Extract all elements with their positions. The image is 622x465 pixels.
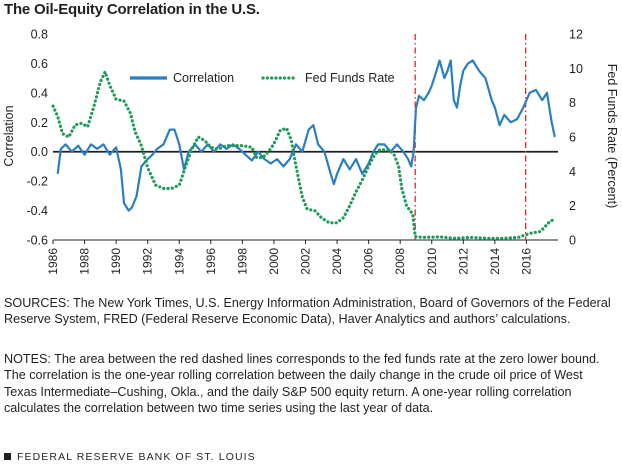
y-left-tick-label: 0.4 (31, 86, 48, 100)
x-tick-label: 2000 (267, 248, 281, 275)
x-tick-label: 2004 (330, 248, 344, 275)
x-tick-label: 2012 (456, 248, 470, 275)
y-left-tick-label: 0.6 (31, 57, 48, 71)
oil-equity-chart: 1986 1988 1990 1992 1994 1996 1998 2000 2002 2004… (2, 28, 619, 275)
x-tick-label: 1990 (109, 248, 123, 275)
y-axis-label-right: Fed Funds Rate (Percent) (605, 64, 619, 209)
y-right-tick-label: 4 (569, 165, 576, 179)
y-right-tick-label: 0 (569, 234, 576, 248)
series-layer (51, 59, 557, 240)
x-tick-label: 2006 (362, 248, 376, 275)
x-tick-label: 2002 (299, 248, 313, 275)
footer-square-icon (4, 453, 11, 460)
legend-label-correlation: Correlation (173, 71, 234, 85)
y-left-tick-label: 0.8 (31, 28, 48, 42)
sources-text: SOURCES: The New York Times, U.S. Energy… (4, 296, 611, 327)
zero-lower-bound-lines (414, 34, 527, 240)
x-tick-label: 1986 (46, 248, 60, 275)
x-tick-label: 2008 (393, 248, 407, 275)
y-right-tick-label: 6 (569, 131, 576, 145)
legend-label-fed-funds: Fed Funds Rate (305, 71, 395, 85)
footer: FEDERAL RESERVE BANK OF ST. LOUIS (4, 451, 256, 463)
y-right-tick-label: 2 (569, 199, 576, 213)
x-tick-label: 2010 (425, 248, 439, 275)
x-tick-label: 1988 (78, 248, 92, 275)
x-tick-label: 1996 (204, 248, 218, 275)
y-right-tick-label: 10 (569, 62, 583, 76)
notes-text: NOTES: The area between the red dashed l… (4, 352, 600, 415)
x-tick-label: 2016 (519, 248, 533, 275)
axes-layer: 1986 1988 1990 1992 1994 1996 1998 2000 2002 2004… (26, 28, 582, 275)
y-left-tick-label: 0.2 (31, 116, 48, 130)
series-fed-funds-rate (51, 67, 557, 240)
y-axis-label-left: Correlation (2, 105, 16, 166)
y-left-tick-label: 0.0 (31, 145, 48, 159)
legend: Correlation Fed Funds Rate (130, 71, 395, 85)
y-left-tick-label: -0.6 (26, 234, 48, 248)
y-right-tick-label: 12 (569, 28, 583, 42)
x-tick-label: 1994 (172, 248, 186, 275)
series-correlation (56, 59, 556, 212)
x-tick-label: 1992 (141, 248, 155, 275)
y-right-tick-label: 8 (569, 96, 576, 110)
chart-title: The Oil-Equity Correlation in the U.S. (4, 1, 260, 18)
x-tick-label: 1998 (235, 248, 249, 275)
y-left-tick-label: -0.4 (26, 204, 48, 218)
x-tick-label: 2014 (488, 248, 502, 275)
y-left-tick-label: -0.2 (26, 175, 48, 189)
footer-text: FEDERAL RESERVE BANK OF ST. LOUIS (17, 451, 256, 463)
